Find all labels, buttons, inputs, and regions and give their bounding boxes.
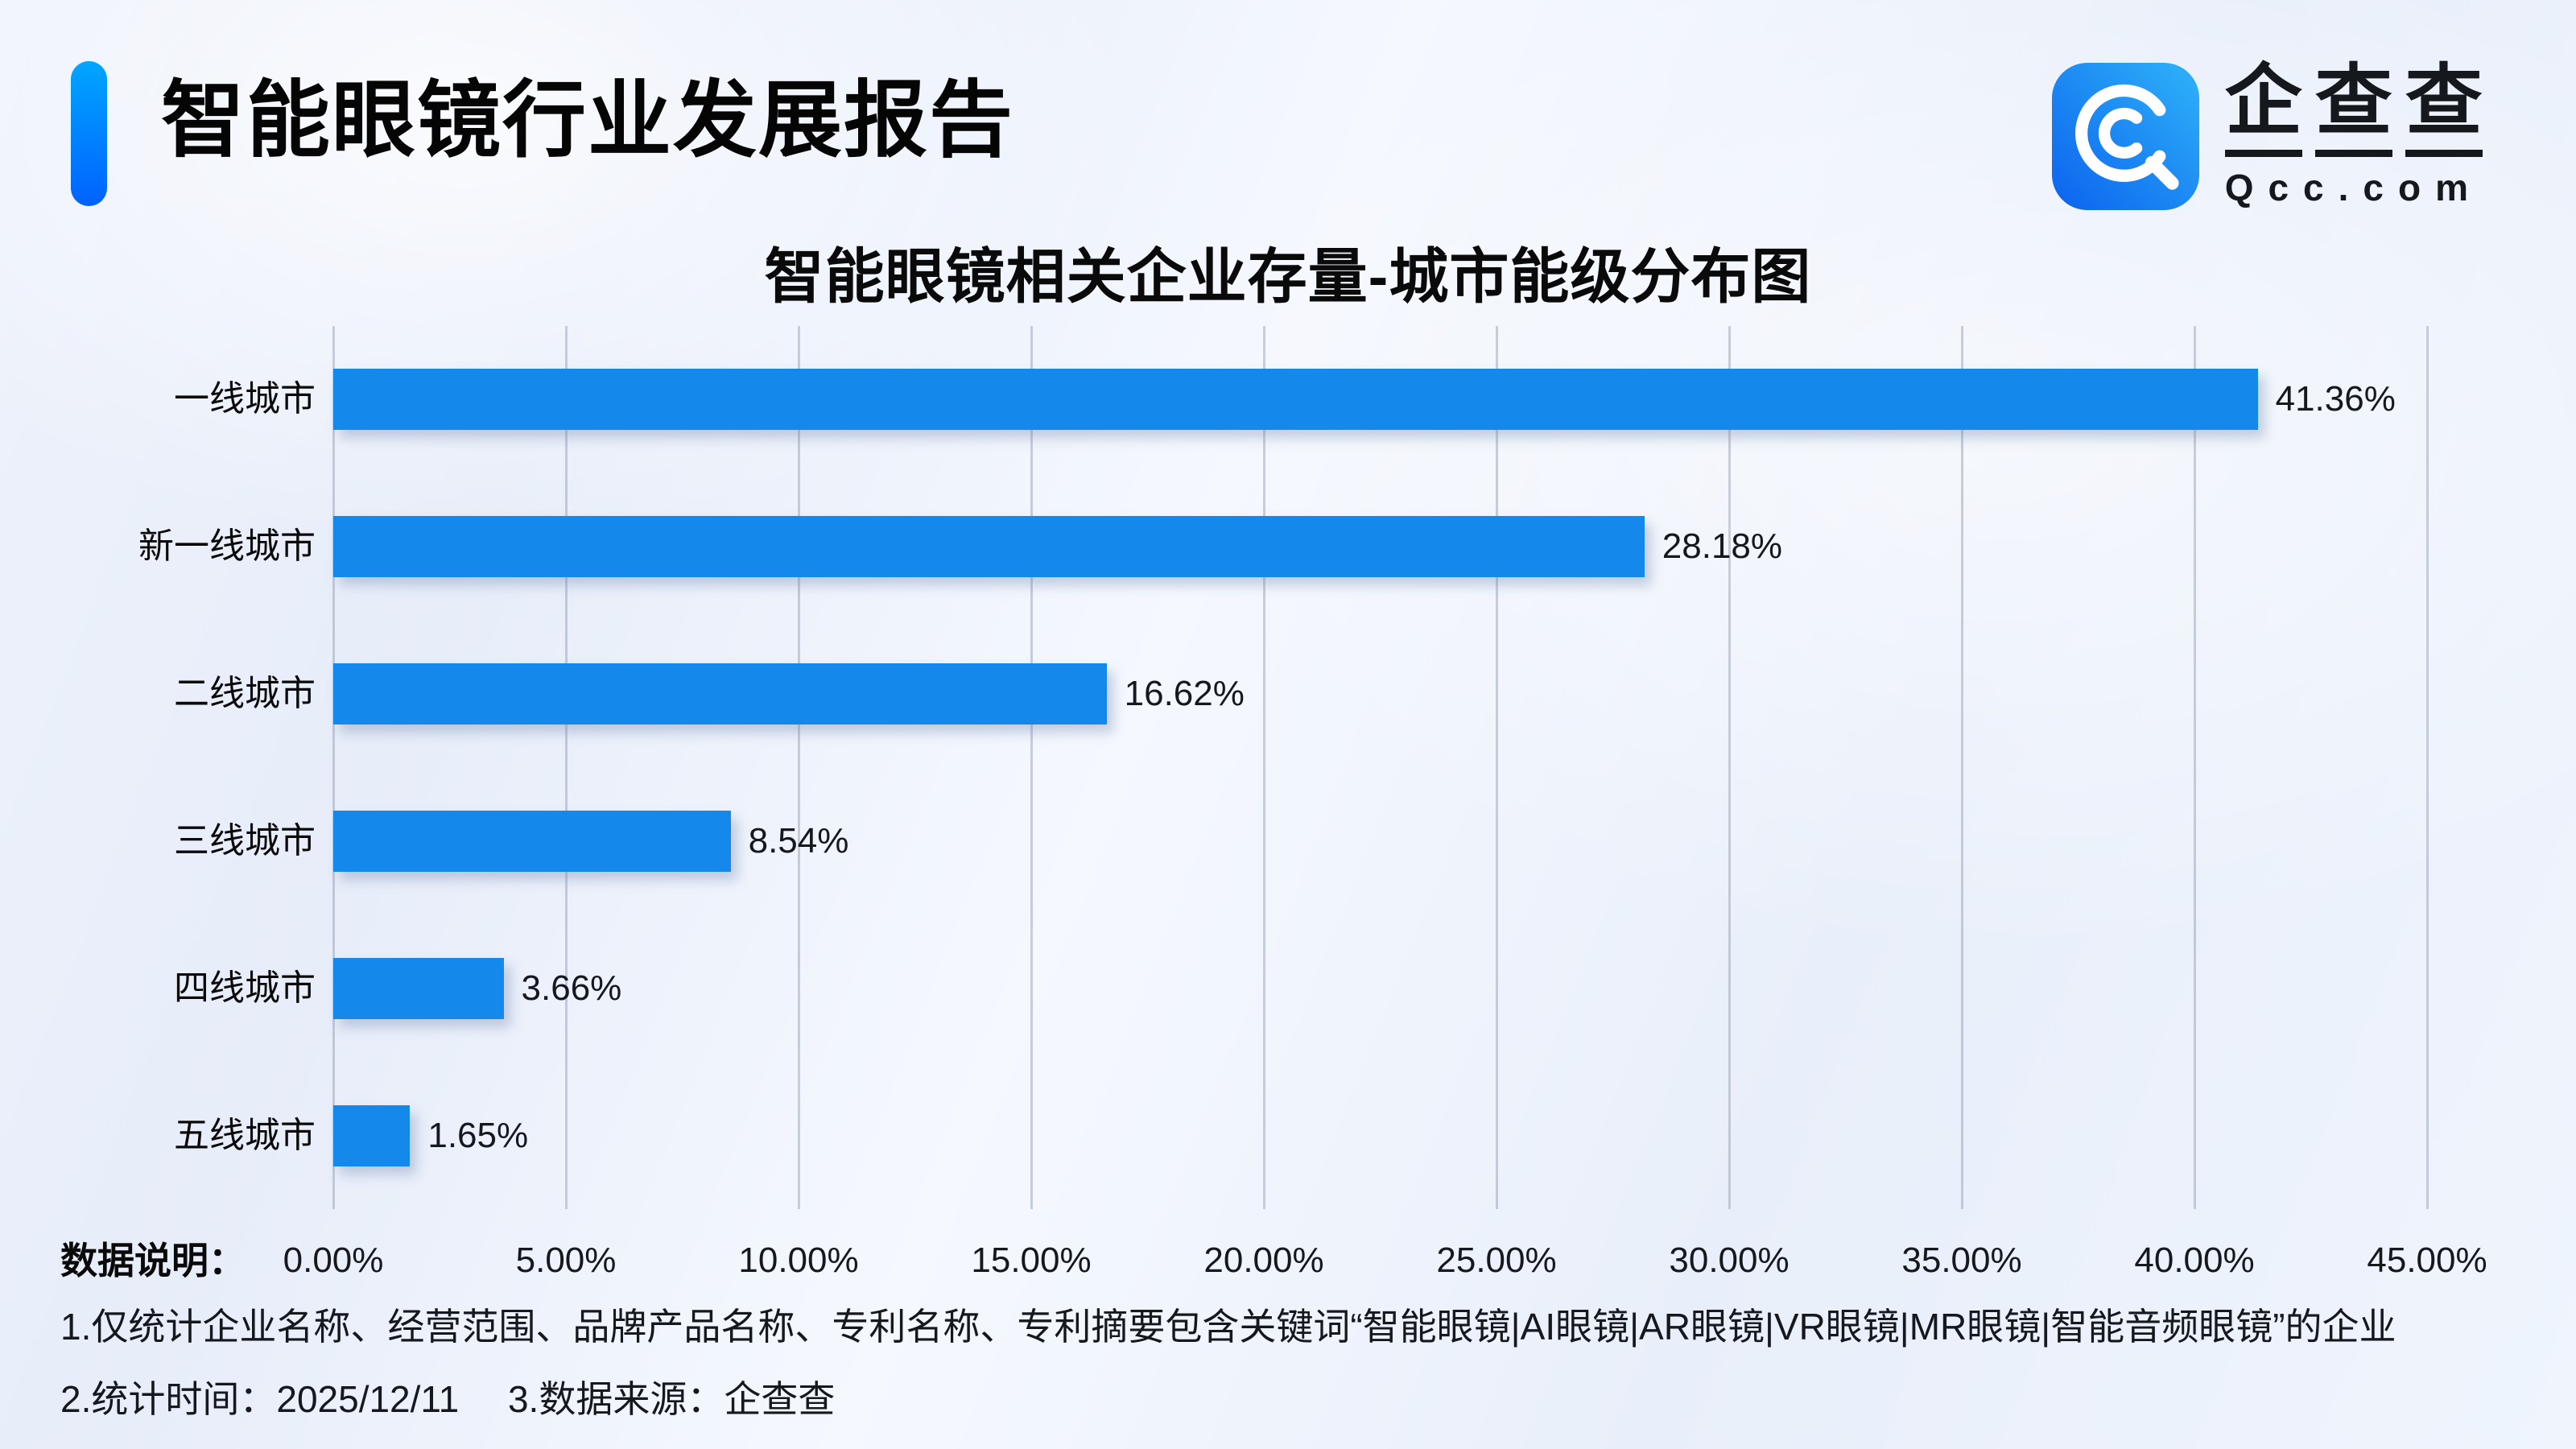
qcc-magnifier-icon (2051, 63, 2199, 210)
footnote-1: 1.仅统计企业名称、经营范围、品牌产品名称、专利名称、专利摘要包含关键词“智能眼… (60, 1306, 2396, 1348)
gridline (1030, 326, 1033, 1209)
header-accent-bar (71, 61, 107, 206)
gridline (332, 326, 335, 1209)
x-tick-label: 5.00% (515, 1241, 617, 1280)
category-label: 二线城市 (174, 674, 316, 714)
data-note-label: 数据说明： (60, 1240, 246, 1282)
brand-name: 企查查 (2224, 60, 2483, 157)
bar (333, 369, 2258, 431)
bar (333, 516, 1645, 578)
gridline (1262, 326, 1265, 1209)
category-label: 一线城市 (174, 379, 316, 419)
chart-title: 智能眼镜相关企业存量-城市能级分布图 (764, 243, 1812, 310)
category-label: 三线城市 (174, 820, 316, 861)
brand-char: 查 (2405, 60, 2483, 157)
bar (333, 1104, 411, 1166)
x-tick-label: 40.00% (2134, 1241, 2255, 1280)
footnote-data-source: 3.数据来源：企查查 (507, 1378, 836, 1420)
gridline (564, 326, 568, 1209)
qcc-logo-text: 企查查 Qcc.com (2224, 60, 2483, 208)
footnote-2: 2.统计时间：2025/12/11 3.数据来源：企查查 (60, 1375, 835, 1423)
bar (333, 957, 504, 1019)
category-label: 五线城市 (174, 1115, 316, 1155)
x-tick-label: 0.00% (283, 1241, 384, 1280)
brand-char: 查 (2314, 60, 2392, 157)
value-label: 1.65% (427, 1115, 529, 1155)
gridline (797, 326, 800, 1209)
x-tick-label: 20.00% (1203, 1241, 1324, 1280)
value-label: 41.36% (2275, 379, 2396, 419)
x-tick-label: 35.00% (1901, 1241, 2022, 1280)
gridline (1960, 326, 1963, 1209)
gridline (2425, 326, 2429, 1209)
category-label: 四线城市 (174, 968, 316, 1008)
report-title: 智能眼镜行业发展报告 (161, 74, 1015, 167)
category-label: 新一线城市 (138, 526, 316, 567)
gridline (2193, 326, 2196, 1209)
value-label: 28.18% (1662, 526, 1783, 567)
qcc-logo: 企查查 Qcc.com (2051, 60, 2483, 210)
bar (333, 663, 1107, 725)
gridline (1495, 326, 1498, 1209)
x-tick-label: 25.00% (1436, 1241, 1557, 1280)
x-tick-label: 10.00% (738, 1241, 859, 1280)
brand-domain: Qcc.com (2224, 167, 2483, 208)
value-label: 3.66% (521, 968, 622, 1008)
value-label: 8.54% (748, 820, 849, 861)
gridline (1728, 326, 1731, 1209)
bar (333, 810, 731, 872)
x-tick-label: 45.00% (2367, 1241, 2487, 1280)
footnote-stat-time: 2.统计时间：2025/12/11 (60, 1378, 460, 1420)
x-tick-label: 15.00% (971, 1241, 1092, 1280)
x-tick-label: 30.00% (1669, 1241, 1790, 1280)
value-label: 16.62% (1124, 674, 1245, 714)
brand-char: 企 (2224, 60, 2302, 157)
